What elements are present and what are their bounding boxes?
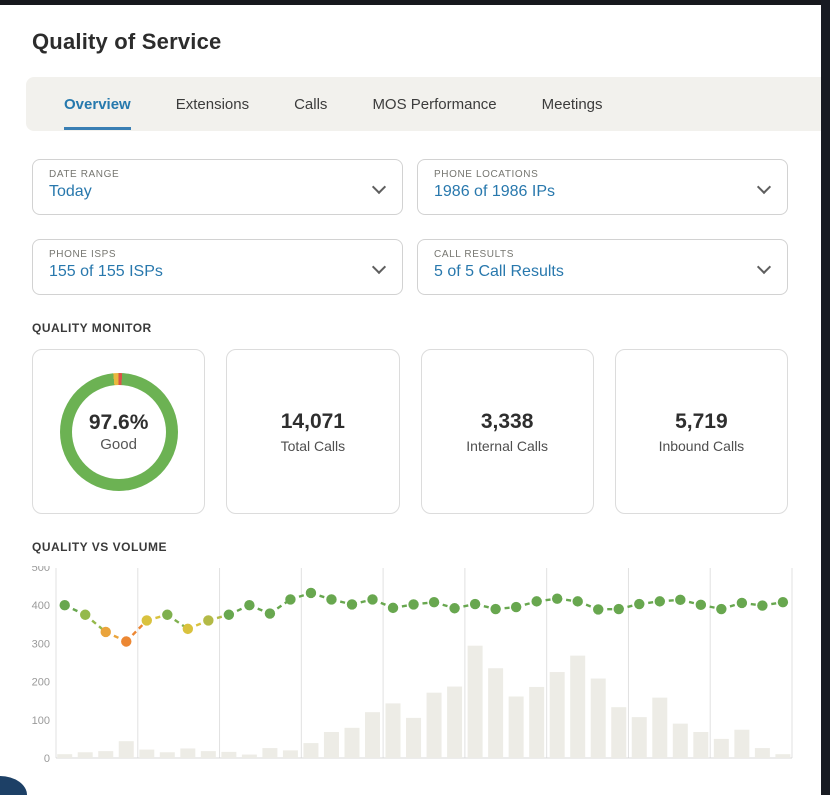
filter-value: 5 of 5 Call Results <box>434 263 564 280</box>
svg-text:100: 100 <box>32 715 50 727</box>
svg-text:400: 400 <box>32 600 50 612</box>
stat-value: 3,338 <box>480 409 534 433</box>
svg-text:500: 500 <box>32 566 50 574</box>
quality-monitor-title: QUALITY MONITOR <box>32 321 152 335</box>
inbound-calls-card[interactable]: 5,719 Inbound Calls <box>614 349 788 514</box>
page-title: Quality of Service <box>32 29 222 54</box>
quality-monitor-cards: 97.6% Good 14,071 Total Calls 3,338 Inte… <box>32 349 788 514</box>
quality-percent: 97.6% <box>88 410 149 434</box>
filter-phone-locations[interactable]: PHONE LOCATIONS 1986 of 1986 IPs <box>417 159 788 215</box>
filter-label: DATE RANGE <box>49 169 120 180</box>
tab-mos-performance[interactable]: MOS Performance <box>372 95 497 113</box>
filter-value: 1986 of 1986 IPs <box>434 183 555 200</box>
quality-donut-chart: 97.6% Good <box>59 372 178 491</box>
chevron-down-icon <box>371 259 387 275</box>
quality-donut-card[interactable]: 97.6% Good <box>32 349 206 514</box>
svg-text:300: 300 <box>32 638 50 650</box>
stat-label: Inbound Calls <box>658 437 745 454</box>
desktop-corner-wedge <box>0 776 27 795</box>
filter-label: CALL RESULTS <box>434 249 515 260</box>
filter-phone-isps[interactable]: PHONE ISPS 155 of 155 ISPs <box>32 239 403 295</box>
stat-label: Total Calls <box>280 437 346 454</box>
filter-label: PHONE ISPS <box>49 249 117 260</box>
tab-bar: Overview Extensions Calls MOS Performanc… <box>26 77 821 131</box>
internal-calls-card[interactable]: 3,338 Internal Calls <box>420 349 594 514</box>
filter-call-results[interactable]: CALL RESULTS 5 of 5 Call Results <box>417 239 788 295</box>
chevron-down-icon <box>756 179 772 195</box>
filter-date-range[interactable]: DATE RANGE Today <box>32 159 403 215</box>
combo-chart-svg: 0 100 200 300 400 500 <box>32 566 793 765</box>
chevron-down-icon <box>371 179 387 195</box>
tab-overview[interactable]: Overview <box>64 79 131 130</box>
quality-vs-volume-title: QUALITY VS VOLUME <box>32 540 167 554</box>
quality-grade: Good <box>100 435 137 453</box>
filter-value: 155 of 155 ISPs <box>49 263 163 280</box>
tab-meetings[interactable]: Meetings <box>541 95 603 113</box>
main-content: Quality of Service Overview Extensions C… <box>0 5 821 768</box>
tab-extensions[interactable]: Extensions <box>175 95 250 113</box>
filter-value: Today <box>49 183 92 200</box>
stat-label: Internal Calls <box>466 437 548 454</box>
filter-label: PHONE LOCATIONS <box>434 169 539 180</box>
svg-text:200: 200 <box>32 677 50 689</box>
donut-center-label: 97.6% Good <box>60 373 178 491</box>
window-edge-right <box>821 0 830 795</box>
stat-value: 5,719 <box>675 409 728 433</box>
svg-text:0: 0 <box>44 753 50 765</box>
chevron-down-icon <box>756 259 772 275</box>
filter-row: DATE RANGE Today PHONE LOCATIONS 1986 of… <box>32 159 788 295</box>
quality-vs-volume-chart[interactable]: 0 100 200 300 400 500 <box>30 566 821 768</box>
stat-value: 14,071 <box>280 409 345 433</box>
total-calls-card[interactable]: 14,071 Total Calls <box>226 349 400 514</box>
tab-calls[interactable]: Calls <box>294 95 328 113</box>
window-edge-top <box>0 0 830 5</box>
